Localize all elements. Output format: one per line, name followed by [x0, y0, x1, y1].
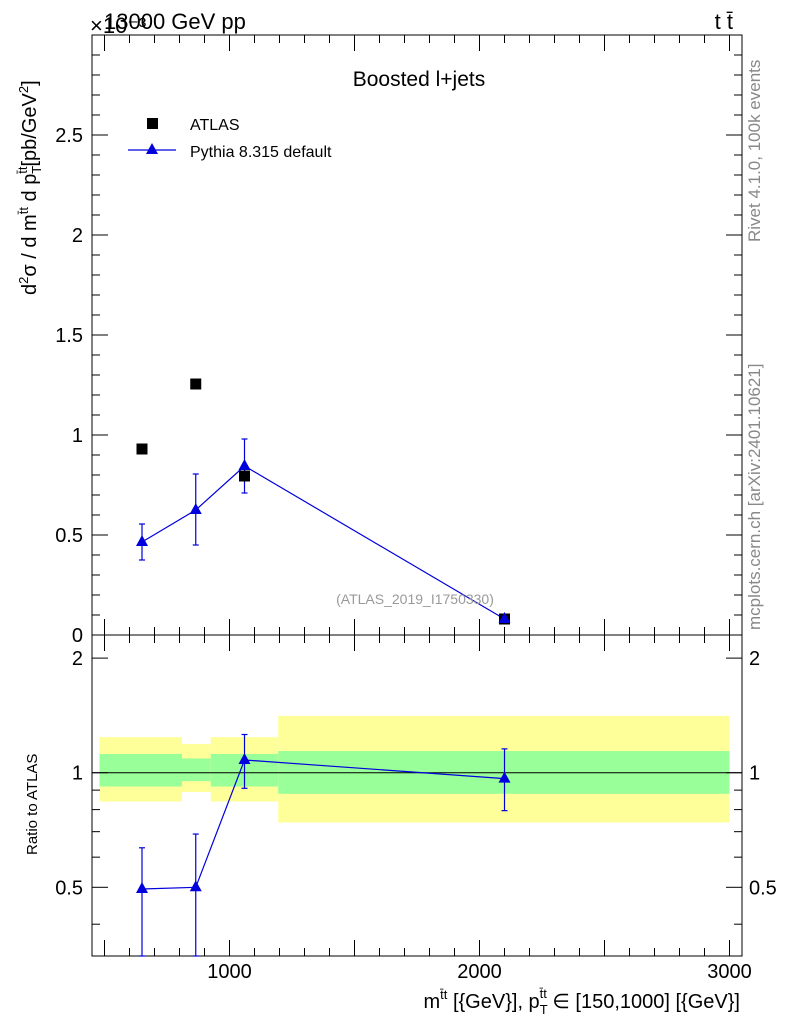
pythia-point	[136, 535, 148, 546]
atlas-point	[239, 470, 250, 482]
ratio-y-tick-label-right: 2	[749, 648, 760, 670]
pythia-point	[238, 459, 251, 470]
ratio-band-green	[182, 758, 211, 782]
main-data	[136, 378, 511, 625]
main-y-tick-label: 1	[72, 425, 83, 447]
main-y-tick-label: 2.5	[55, 125, 83, 147]
ratio-panel-frame	[91, 634, 743, 957]
ratio-band-green	[99, 753, 182, 787]
atlas-point	[190, 378, 202, 390]
x-tick-label: 2000	[457, 961, 502, 983]
ratio-y-axis-label: Ratio to ATLAS	[24, 754, 41, 855]
main-y-tick-label: 1.5	[55, 325, 83, 347]
ratio-pythia-point	[189, 880, 202, 892]
ratio-y-tick-label-right: 0.5	[749, 877, 777, 899]
atlas-point	[136, 443, 148, 455]
legend-atlas-label: ATLAS	[190, 117, 240, 134]
ratio-pythia-line	[141, 759, 505, 890]
ratio-data	[136, 733, 511, 957]
ratio-y-tick-label: 2	[72, 648, 83, 670]
analysis-watermark: (ATLAS_2019_I1750330)	[336, 591, 494, 607]
pythia-point	[189, 503, 202, 514]
rivet-label: Rivet 4.1.0, 100k events	[745, 59, 764, 242]
legend-pythia-marker	[146, 143, 158, 154]
ratio-pythia-point	[238, 752, 251, 764]
plot-title: Boosted l+jets	[353, 68, 486, 91]
ratio-y-tick-label: 0.5	[55, 877, 83, 899]
main-y-tick-label: 0.5	[55, 525, 83, 547]
main-y-tick-label: 0	[72, 625, 83, 647]
main-y-axis-label: d2σ / d mt̄t d pTt̄t[pb/GeV2]	[15, 80, 44, 295]
pythia-line	[141, 465, 505, 620]
x-axis-label: mt̄t [{GeV}], pTt̄t ∈ [150,1000] [{GeV}]	[423, 986, 740, 1017]
x-tick-label: 3000	[707, 961, 752, 983]
energy-label: 13000 GeV pp	[104, 9, 246, 34]
legend: ATLAS Pythia 8.315 default	[128, 117, 332, 161]
ratio-y-tick-label: 1	[72, 763, 83, 785]
ratio-pythia-point	[136, 881, 148, 893]
main-y-ticks: 0 0.5 1 1.5 2 2.5	[55, 34, 742, 647]
ratio-y-tick-label-right: 1	[749, 763, 760, 785]
x-ticks: 1000 2000 3000	[104, 35, 752, 983]
legend-atlas-marker	[147, 118, 158, 129]
pythia-point	[498, 612, 511, 623]
legend-pythia-label: Pythia 8.315 default	[190, 144, 332, 161]
process-label: t t̄	[715, 9, 733, 34]
scale-label: ×10⁻³	[90, 13, 146, 38]
ratio-bands	[92, 715, 742, 823]
ratio-y-ticks: 0.5 0.5 1 1 2 2	[55, 648, 777, 925]
ratio-pythia-point	[498, 771, 511, 783]
main-y-tick-label: 2	[72, 225, 83, 247]
mcplots-label: mcplots.cern.ch [arXiv:2401.10621]	[745, 363, 764, 630]
x-tick-label: 1000	[207, 961, 252, 983]
